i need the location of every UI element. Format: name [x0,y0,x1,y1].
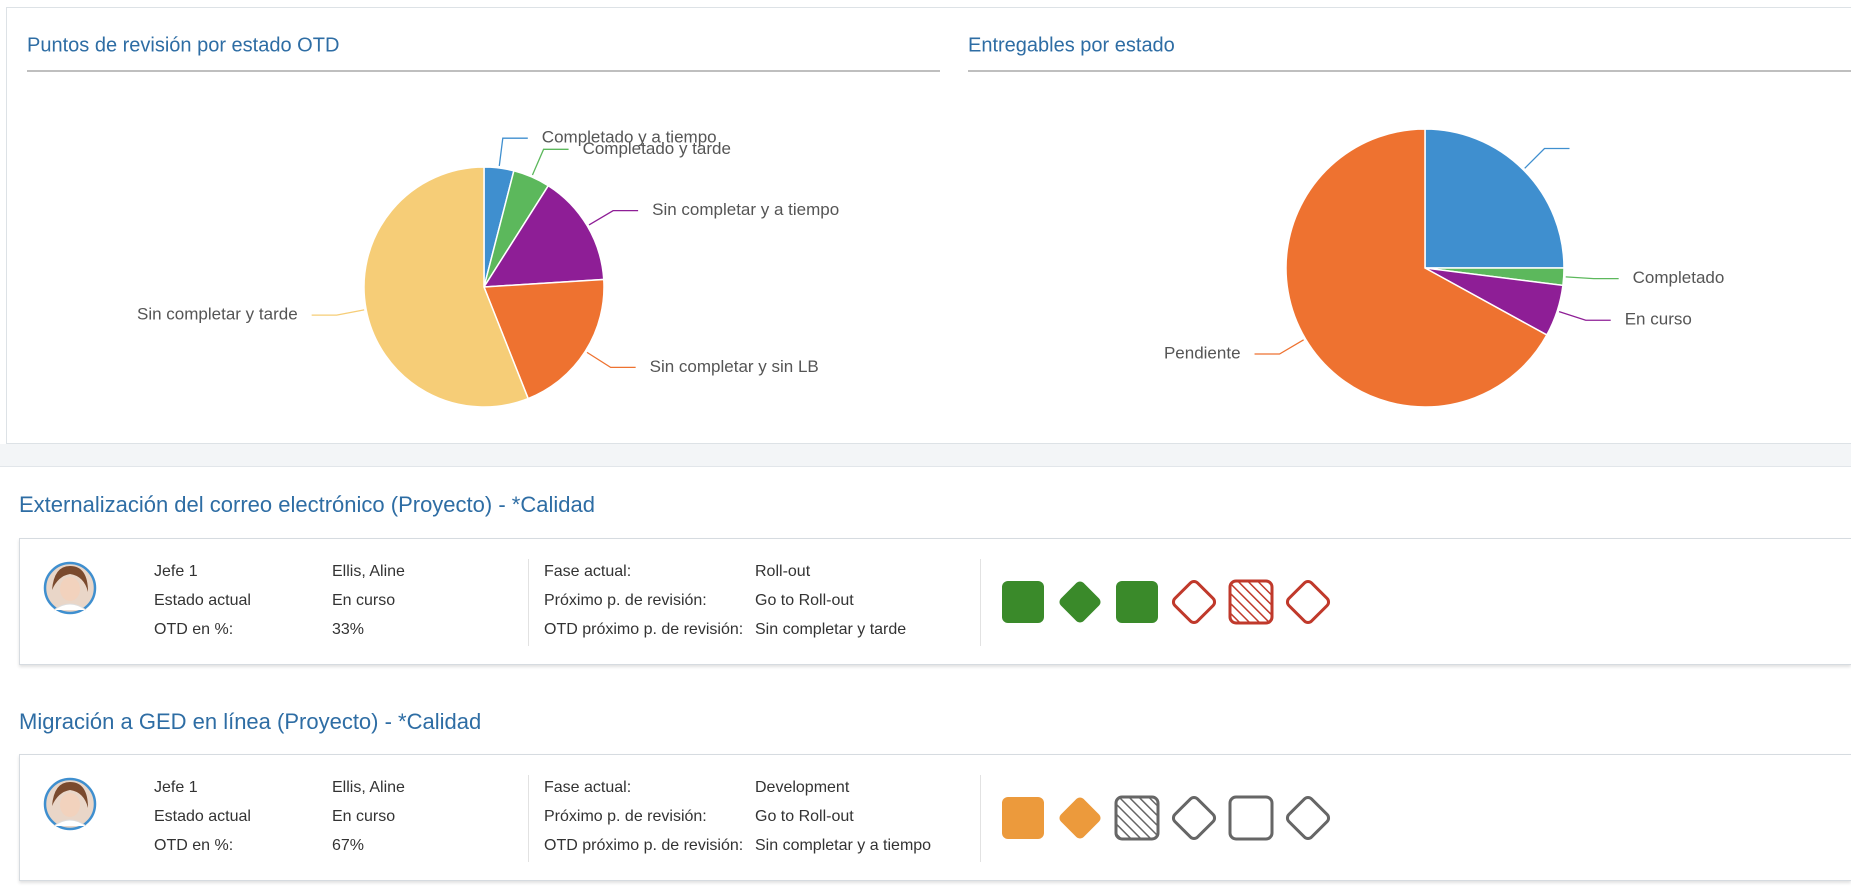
separator [0,444,1851,467]
project-title: Migración a GED en línea (Proyecto) - *C… [19,709,482,734]
field-value: Sin completar y a tiempo [755,837,932,854]
field-value: Development [755,779,850,796]
field-value: Go to Roll-out [755,808,854,825]
avatar [43,561,97,615]
slice-label: Completado [1633,268,1725,287]
field-label: Próximo p. de revisión: [544,592,707,609]
slice-label: Sin completar y tarde [137,305,298,324]
milestone-icons [1002,795,1331,841]
project-title: Externalización del correo electrónico (… [19,492,595,517]
field-value: En curso [332,808,396,825]
slice-label: Sin completar y a tiempo [652,200,839,219]
divider [528,559,529,646]
pie-slice [1285,128,1548,408]
charts: Puntos de revisión por estado OTD Entreg… [27,34,1851,408]
leader-line [531,148,569,176]
divider [980,775,981,862]
chart-title: Entregables por estado [968,34,1175,56]
slice-label: Pendiente [1164,344,1241,363]
milestone-icon [1285,579,1331,625]
field-label: OTD próximo p. de revisión: [544,837,744,854]
leader-line [588,209,639,226]
leader-line [1524,147,1570,169]
milestone-icons [1002,579,1331,625]
field-value: Ellis, Aline [332,563,405,580]
field-value: Go to Roll-out [755,592,854,609]
field-label: Fase actual: [544,779,632,796]
milestone-icon [1114,795,1160,841]
milestone-icon [1285,795,1331,841]
field-label: Estado actual [154,808,251,825]
project-card: Jefe 1 Ellis, Aline Estado actual En curso O… [19,538,1851,665]
field-value: Ellis, Aline [332,779,405,796]
leader-line [311,309,365,316]
field-value: En curso [332,592,396,609]
milestone-icon [1228,579,1274,625]
field-value: Sin completar y tarde [755,621,907,638]
leader-line [1254,339,1304,355]
field-label: OTD en %: [154,621,234,638]
milestone-icon [1059,797,1101,839]
field-label: Próximo p. de revisión: [544,808,707,825]
field-value: Roll-out [755,563,811,580]
slice-label: Sin completar y sin LB [650,357,819,376]
field-label: Jefe 1 [154,563,198,580]
milestone-icon [1059,581,1101,623]
field-label: OTD próximo p. de revisión: [544,621,744,638]
leader-line [1565,276,1619,280]
milestone-icon [1228,795,1274,841]
field-label: Jefe 1 [154,779,198,796]
field-label: Estado actual [154,592,251,609]
slice-label: Completado y a tiempo [542,128,717,147]
field-value: 67% [332,837,365,854]
leader-line [498,137,528,167]
milestone-icon [1171,579,1217,625]
field-label: Fase actual: [544,563,632,580]
field-value: 33% [332,621,365,638]
pie-slice [482,278,605,400]
chart-title: Puntos de revisión por estado OTD [27,34,339,56]
divider [980,559,981,646]
project-card: Jefe 1 Ellis, Aline Estado actual En curso O… [19,754,1851,881]
milestone-icon [1002,797,1044,839]
slice-label: Completado y tarde [583,139,731,158]
divider [528,775,529,862]
pie-slice [1424,128,1565,269]
milestone-icon [1002,581,1044,623]
avatar [43,777,97,831]
field-label: OTD en %: [154,837,234,854]
slice-label: En curso [1625,310,1692,329]
pie-slice [363,166,530,408]
milestone-icon [1171,795,1217,841]
leader-line [1558,310,1611,321]
milestone-icon [1116,581,1158,623]
pie-slice [482,184,605,288]
leader-line [586,351,636,369]
